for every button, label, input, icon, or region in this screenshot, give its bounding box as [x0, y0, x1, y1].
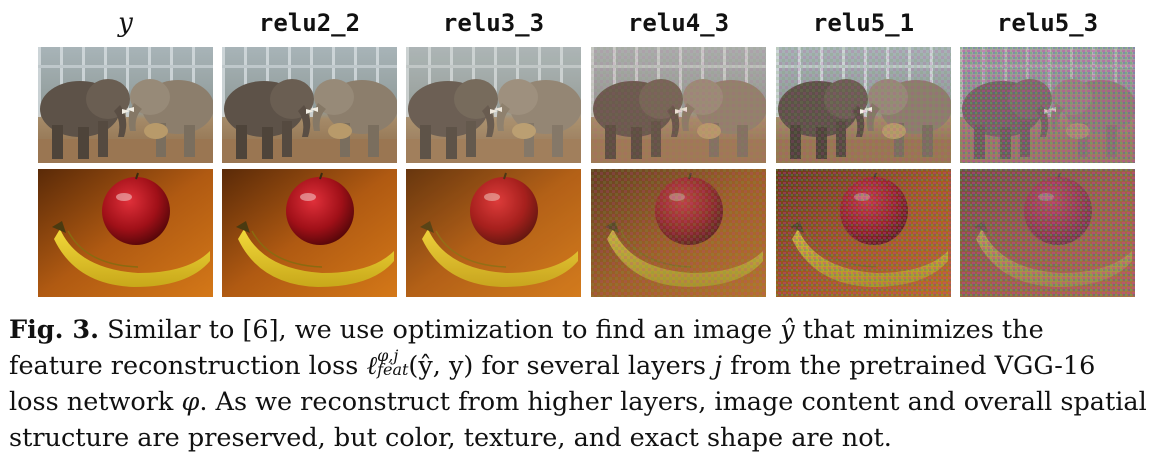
thumb-elephants-relu2-2	[222, 47, 397, 163]
header-y: y	[118, 8, 133, 38]
caption-text: . As we reconstruct from higher layers, …	[199, 387, 1147, 417]
caption-text: for several layers	[481, 351, 706, 381]
caption-text: feature reconstruction loss	[9, 351, 359, 381]
header-relu5-1: relu5_1	[812, 9, 915, 37]
thumb-elephants-relu4-3	[591, 47, 766, 163]
math-loss: ℓ φ,j feat (ŷ, y)	[366, 346, 474, 382]
math-args: (ŷ, y)	[408, 351, 474, 381]
thumb-fruit-relu4-3	[591, 169, 766, 297]
math-yhat: ŷ	[780, 315, 795, 345]
math-j: j	[714, 351, 723, 381]
header-relu5-3: relu5_3	[996, 9, 1099, 37]
math-sub: feat	[377, 360, 409, 379]
caption-line-1: Fig. 3. Similar to [6], we use optimizat…	[9, 312, 1165, 348]
figure-caption: Fig. 3. Similar to [6], we use optimizat…	[9, 312, 1165, 456]
caption-line-3: loss network φ. As we reconstruct from h…	[9, 384, 1165, 420]
caption-lead: Fig. 3.	[9, 315, 99, 345]
thumb-fruit-relu2-2	[222, 169, 397, 297]
math-sup: φ,j	[377, 346, 399, 365]
thumb-fruit-y	[38, 169, 213, 297]
thumb-fruit-relu5-1	[776, 169, 951, 297]
thumb-elephants-y	[38, 47, 213, 163]
thumb-elephants-relu5-3	[960, 47, 1135, 163]
header-relu3-3: relu3_3	[442, 9, 545, 37]
thumb-fruit-relu5-3	[960, 169, 1135, 297]
math-ell: ℓ	[366, 351, 378, 381]
thumb-elephants-relu3-3	[406, 47, 581, 163]
caption-text: from the pretrained VGG-16	[730, 351, 1096, 381]
thumb-elephants-relu5-1	[776, 47, 951, 163]
thumb-fruit-relu3-3	[406, 169, 581, 297]
math-phi: φ	[181, 387, 200, 417]
caption-line-4: structure are preserved, but color, text…	[9, 423, 892, 453]
header-relu4-3: relu4_3	[627, 9, 730, 37]
caption-text: that minimizes the	[802, 315, 1044, 345]
caption-text: loss network	[9, 387, 174, 417]
header-relu2-2: relu2_2	[258, 9, 361, 37]
caption-text: Similar to [6], we use optimization to f…	[107, 315, 773, 345]
caption-line-2: feature reconstruction loss ℓ φ,j feat (ŷ, …	[9, 348, 1165, 384]
